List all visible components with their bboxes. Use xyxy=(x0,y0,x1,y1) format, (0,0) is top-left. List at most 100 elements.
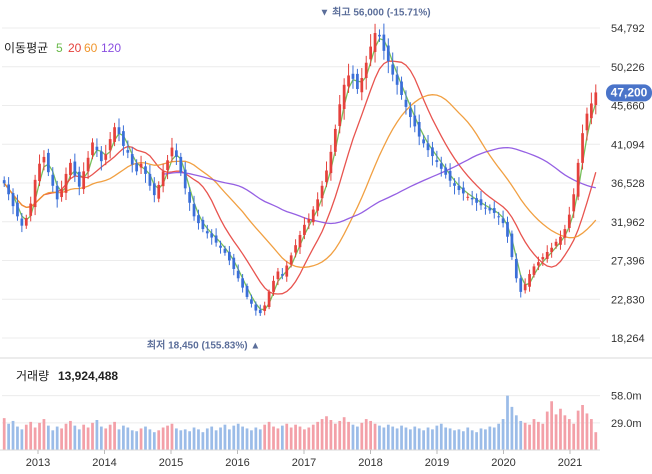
volume-bar xyxy=(382,427,386,450)
volume-bar xyxy=(82,424,86,450)
candle-body xyxy=(590,103,593,119)
volume-bar xyxy=(484,429,487,450)
volume-bar xyxy=(104,428,108,450)
annotations: ▼ 최고 56,000 (-15.71%) 최저 18,450 (155.83%… xyxy=(147,6,431,352)
candle-body xyxy=(585,113,589,131)
candle-body xyxy=(166,160,169,171)
volume-bar xyxy=(435,425,439,450)
candle-body xyxy=(369,46,373,60)
candle-body xyxy=(2,180,6,184)
candle-body xyxy=(113,127,116,142)
volume-bar xyxy=(391,426,395,450)
candle-body xyxy=(223,248,227,253)
candle-body xyxy=(236,270,240,279)
volume-bar xyxy=(175,428,178,450)
volume-bar xyxy=(267,421,271,450)
ma-line-120 xyxy=(163,146,596,225)
volume-bar xyxy=(488,426,492,450)
volume-bar xyxy=(576,410,580,450)
candle-body xyxy=(541,257,545,260)
candle-body xyxy=(108,139,112,151)
volume-bar xyxy=(192,427,196,450)
volume-bar xyxy=(497,423,501,450)
volume-bar xyxy=(179,430,183,450)
candle-body xyxy=(139,163,143,168)
candle-body xyxy=(280,274,284,276)
candle-body xyxy=(488,207,492,211)
ma-line-20 xyxy=(3,60,597,295)
candle-body xyxy=(29,203,33,216)
current-price-badge xyxy=(606,84,652,102)
candle-body xyxy=(422,139,425,144)
legend-ma120[interactable]: 120 xyxy=(101,41,121,55)
candle-body xyxy=(157,184,161,199)
volume-bar xyxy=(135,431,139,450)
candle-body xyxy=(329,151,333,174)
volume-bar xyxy=(250,430,253,450)
candle-body xyxy=(378,34,381,37)
volume-header: 거래량 13,924,488 xyxy=(16,369,118,383)
volume-bar xyxy=(585,413,589,450)
legend-ma5[interactable]: 5 xyxy=(56,41,63,55)
volume-bar xyxy=(356,426,359,450)
y-tick-label: 18,264 xyxy=(611,333,645,345)
volume-bar xyxy=(122,425,125,450)
candle-body xyxy=(333,128,337,152)
candle-body xyxy=(33,179,37,208)
candle-body xyxy=(435,160,439,163)
candle-body xyxy=(294,245,297,253)
candle-body xyxy=(360,78,364,93)
candle-body xyxy=(144,166,147,174)
volume-bar xyxy=(461,431,465,450)
candle-body xyxy=(417,121,421,137)
volume-bar xyxy=(311,424,315,450)
candle-body xyxy=(594,92,598,106)
volume-bar xyxy=(373,423,377,450)
candle-body xyxy=(439,163,443,169)
candle-body xyxy=(567,214,571,229)
volume-bar xyxy=(166,425,169,450)
candle-body xyxy=(537,262,540,266)
volume-bars xyxy=(2,395,598,450)
candle-body xyxy=(192,203,196,217)
x-axis: 2013 2014 2015 2016 2017 2018 2019 2020 2021 xyxy=(26,450,582,469)
candle-body xyxy=(77,171,81,187)
volume-bar xyxy=(152,432,156,450)
candle-body xyxy=(356,73,359,90)
candle-body xyxy=(453,183,456,186)
volume-bar xyxy=(563,415,567,450)
volume-bar xyxy=(475,432,478,450)
volume-bar xyxy=(60,428,63,450)
volume-bar xyxy=(528,424,531,450)
volume-bar xyxy=(457,429,461,450)
candle-body xyxy=(219,245,222,248)
y-tick-label: 31,962 xyxy=(611,217,645,229)
volume-bar xyxy=(7,423,10,450)
legend-title: 이동평균 xyxy=(4,41,48,55)
candle-body xyxy=(51,174,55,186)
candle-body xyxy=(554,241,558,246)
candle-body xyxy=(91,142,94,156)
candle-body xyxy=(210,233,214,238)
candle-body xyxy=(188,191,191,203)
volume-bar xyxy=(51,430,55,450)
volume-bar xyxy=(188,431,191,450)
candle-body xyxy=(572,194,576,212)
volume-bar xyxy=(470,430,474,450)
volume-bar xyxy=(16,426,19,450)
candle-body xyxy=(382,34,386,51)
volume-bar xyxy=(183,429,187,450)
volume-bar xyxy=(395,428,399,450)
candle-body xyxy=(298,235,302,248)
legend-ma60[interactable]: 60 xyxy=(84,41,98,55)
candle-body xyxy=(276,271,280,280)
candle-body xyxy=(338,104,342,127)
legend: 이동평균 5 20 60 120 xyxy=(4,41,121,55)
candle-body xyxy=(325,170,328,183)
legend-ma20[interactable]: 20 xyxy=(68,41,82,55)
volume-bar xyxy=(232,425,236,450)
volume-bar xyxy=(95,420,99,450)
x-tick-label: 2017 xyxy=(292,457,316,469)
candle-body xyxy=(431,147,434,157)
candle-body xyxy=(42,156,46,163)
